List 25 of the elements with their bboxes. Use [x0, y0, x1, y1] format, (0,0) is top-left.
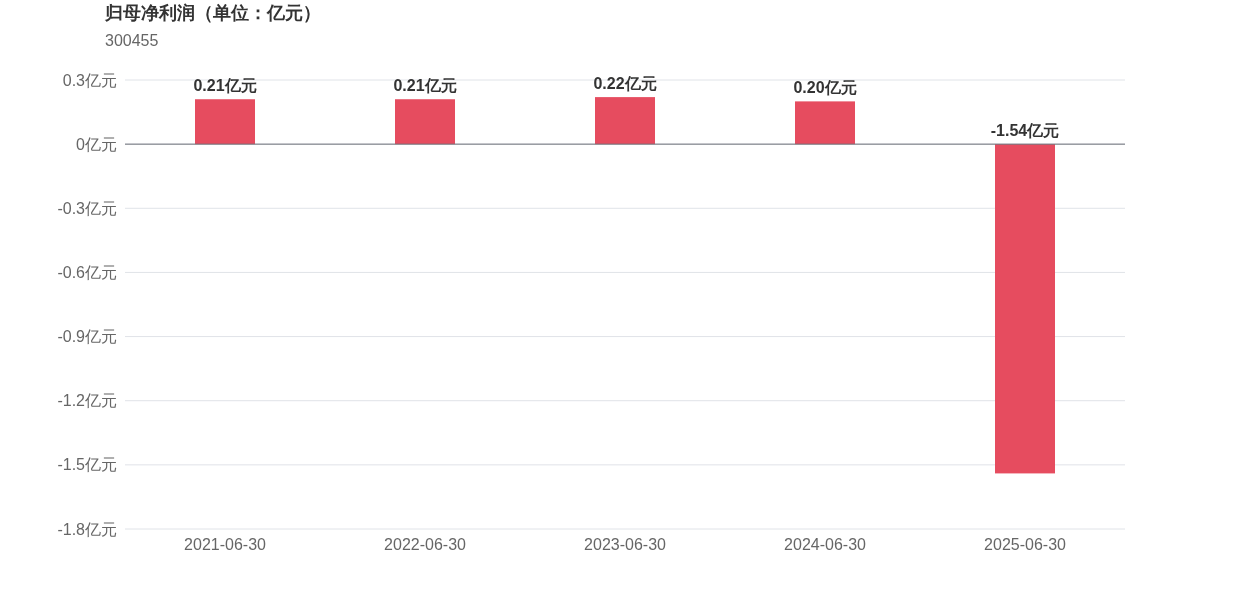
- bar: [195, 99, 255, 145]
- chart-subtitle: 300455: [105, 32, 159, 49]
- bar: [995, 144, 1055, 474]
- x-tick-label: 2023-06-30: [584, 536, 667, 553]
- bar: [595, 97, 655, 145]
- bar: [395, 99, 455, 145]
- data-label: -1.54亿元: [990, 122, 1060, 140]
- data-label: 0.21亿元: [393, 77, 457, 95]
- y-tick-label: -0.6亿元: [57, 263, 117, 281]
- data-label: 0.22亿元: [593, 75, 657, 93]
- y-tick-label: 0.3亿元: [62, 71, 117, 89]
- y-tick-label: -0.3亿元: [57, 199, 117, 217]
- data-label: 0.21亿元: [193, 77, 257, 95]
- x-tick-label: 2025-06-30: [984, 536, 1067, 553]
- chart-title: 归母净利润（单位：亿元）: [104, 3, 321, 23]
- y-tick-label: -1.5亿元: [57, 456, 117, 474]
- y-tick-label: -1.2亿元: [57, 392, 117, 410]
- y-tick-label: -0.9亿元: [57, 328, 117, 346]
- y-tick-label: -1.8亿元: [57, 520, 117, 538]
- x-tick-label: 2022-06-30: [384, 536, 467, 553]
- data-label: 0.20亿元: [793, 79, 857, 97]
- x-tick-label: 2024-06-30: [784, 536, 867, 553]
- y-tick-label: 0亿元: [76, 135, 117, 153]
- x-tick-label: 2021-06-30: [184, 536, 267, 553]
- bar: [795, 101, 855, 145]
